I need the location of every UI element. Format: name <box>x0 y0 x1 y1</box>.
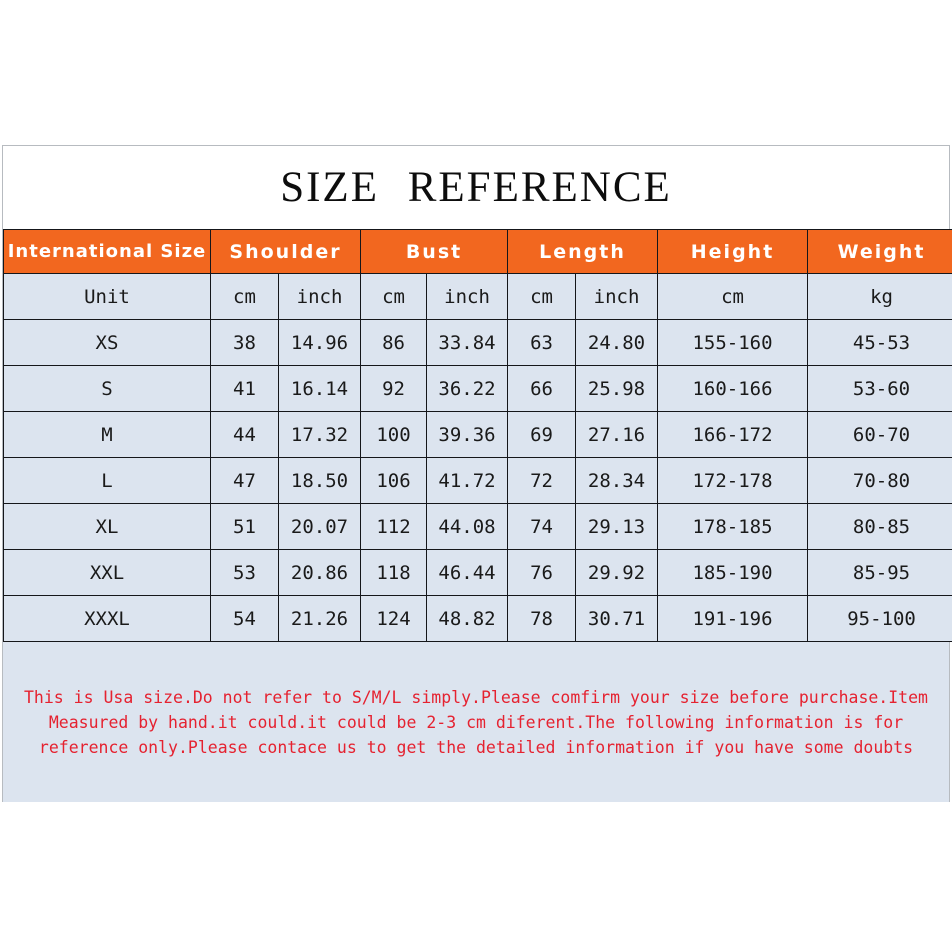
bust-cm-cell: 86 <box>360 319 428 366</box>
shoulder-inch-cell: 16.14 <box>277 365 362 412</box>
length-inch-cell: 28.34 <box>575 457 659 504</box>
shoulder-inch-unit-cell: inch <box>277 273 362 320</box>
length-cm-cell: 69 <box>507 411 577 458</box>
bust-cm-cell: 118 <box>360 549 428 596</box>
height-cell: 178-185 <box>657 503 809 550</box>
unit-row: Unit cm inch cm inch cm inch cm kg <box>3 273 952 320</box>
length-cm-cell: 72 <box>507 457 577 504</box>
col-header-bust: Bust <box>360 229 509 274</box>
height-cell: 185-190 <box>657 549 809 596</box>
header-row: International Size Shoulder Bust Length … <box>3 229 952 274</box>
length-inch-cell: 29.92 <box>575 549 659 596</box>
shoulder-inch-cell: 20.86 <box>277 549 362 596</box>
length-cm-cell: 74 <box>507 503 577 550</box>
unit-label-cell: Unit <box>3 273 211 320</box>
bust-cm-cell: 92 <box>360 365 428 412</box>
weight-cell: 53-60 <box>807 365 952 412</box>
weight-cell: 85-95 <box>807 549 952 596</box>
size-cell: XXXL <box>3 595 211 642</box>
size-cell: L <box>3 457 211 504</box>
shoulder-inch-cell: 17.32 <box>277 411 362 458</box>
bust-inch-cell: 48.82 <box>426 595 509 642</box>
disclaimer-line-3: reference only.Please contace us to get … <box>38 737 914 757</box>
bust-cm-cell: 106 <box>360 457 428 504</box>
length-cm-cell: 63 <box>507 319 577 366</box>
table-row: XL 51 20.07 112 44.08 74 29.13 178-185 8… <box>3 503 952 550</box>
size-cell: S <box>3 365 211 412</box>
length-inch-cell: 29.13 <box>575 503 659 550</box>
length-inch-cell: 25.98 <box>575 365 659 412</box>
height-cell: 155-160 <box>657 319 809 366</box>
length-inch-cell: 30.71 <box>575 595 659 642</box>
col-header-international-size: International Size <box>3 229 211 274</box>
height-cell: 166-172 <box>657 411 809 458</box>
size-cell: XXL <box>3 549 211 596</box>
weight-cell: 95-100 <box>807 595 952 642</box>
disclaimer: This is Usa size.Do not refer to S/M/L s… <box>3 642 949 802</box>
table-row: M 44 17.32 100 39.36 69 27.16 166-172 60… <box>3 411 952 458</box>
height-unit-cell: cm <box>657 273 809 320</box>
title-box: SIZE REFERENCE <box>3 146 949 229</box>
shoulder-cm-cell: 53 <box>210 549 279 596</box>
bust-cm-cell: 100 <box>360 411 428 458</box>
bust-cm-unit-cell: cm <box>360 273 428 320</box>
weight-cell: 70-80 <box>807 457 952 504</box>
height-cell: 160-166 <box>657 365 809 412</box>
length-cm-cell: 66 <box>507 365 577 412</box>
col-header-length: Length <box>507 229 659 274</box>
size-cell: XS <box>3 319 211 366</box>
shoulder-inch-cell: 20.07 <box>277 503 362 550</box>
weight-cell: 60-70 <box>807 411 952 458</box>
bust-inch-unit-cell: inch <box>426 273 509 320</box>
table-row: L 47 18.50 106 41.72 72 28.34 172-178 70… <box>3 457 952 504</box>
size-table-body: Unit cm inch cm inch cm inch cm kg XS 38… <box>3 273 952 642</box>
page-title: SIZE REFERENCE <box>280 164 672 211</box>
bust-inch-cell: 46.44 <box>426 549 509 596</box>
shoulder-cm-cell: 47 <box>210 457 279 504</box>
bust-inch-cell: 41.72 <box>426 457 509 504</box>
table-row: XXL 53 20.86 118 46.44 76 29.92 185-190 … <box>3 549 952 596</box>
weight-cell: 45-53 <box>807 319 952 366</box>
shoulder-inch-cell: 14.96 <box>277 319 362 366</box>
size-table: International Size Shoulder Bust Length … <box>3 229 952 642</box>
bust-cm-cell: 112 <box>360 503 428 550</box>
shoulder-cm-cell: 51 <box>210 503 279 550</box>
col-header-height: Height <box>657 229 809 274</box>
table-row: S 41 16.14 92 36.22 66 25.98 160-166 53-… <box>3 365 952 412</box>
shoulder-cm-cell: 38 <box>210 319 279 366</box>
col-header-shoulder: Shoulder <box>209 229 362 274</box>
length-cm-unit-cell: cm <box>507 273 577 320</box>
bust-cm-cell: 124 <box>360 595 428 642</box>
disclaimer-line-2: Measured by hand.it could.it could be 2-… <box>48 712 904 732</box>
length-inch-cell: 24.80 <box>575 319 659 366</box>
length-cm-cell: 76 <box>507 549 577 596</box>
size-cell: XL <box>3 503 211 550</box>
shoulder-cm-cell: 41 <box>210 365 279 412</box>
size-chart-panel: SIZE REFERENCE International Size Should… <box>2 145 952 802</box>
size-cell: M <box>3 411 211 458</box>
bust-inch-cell: 44.08 <box>426 503 509 550</box>
length-inch-cell: 27.16 <box>575 411 659 458</box>
length-inch-unit-cell: inch <box>575 273 659 320</box>
shoulder-cm-cell: 44 <box>210 411 279 458</box>
shoulder-cm-unit-cell: cm <box>210 273 279 320</box>
bust-inch-cell: 39.36 <box>426 411 509 458</box>
shoulder-inch-cell: 18.50 <box>277 457 362 504</box>
length-cm-cell: 78 <box>507 595 577 642</box>
shoulder-inch-cell: 21.26 <box>277 595 362 642</box>
table-row: XXXL 54 21.26 124 48.82 78 30.71 191-196… <box>3 595 952 642</box>
disclaimer-line-1: This is Usa size.Do not refer to S/M/L s… <box>24 687 928 707</box>
height-cell: 172-178 <box>657 457 809 504</box>
col-header-weight: Weight <box>807 229 952 274</box>
bust-inch-cell: 36.22 <box>426 365 509 412</box>
table-row: XS 38 14.96 86 33.84 63 24.80 155-160 45… <box>3 319 952 366</box>
shoulder-cm-cell: 54 <box>210 595 279 642</box>
bust-inch-cell: 33.84 <box>426 319 509 366</box>
weight-unit-cell: kg <box>807 273 952 320</box>
height-cell: 191-196 <box>657 595 809 642</box>
weight-cell: 80-85 <box>807 503 952 550</box>
